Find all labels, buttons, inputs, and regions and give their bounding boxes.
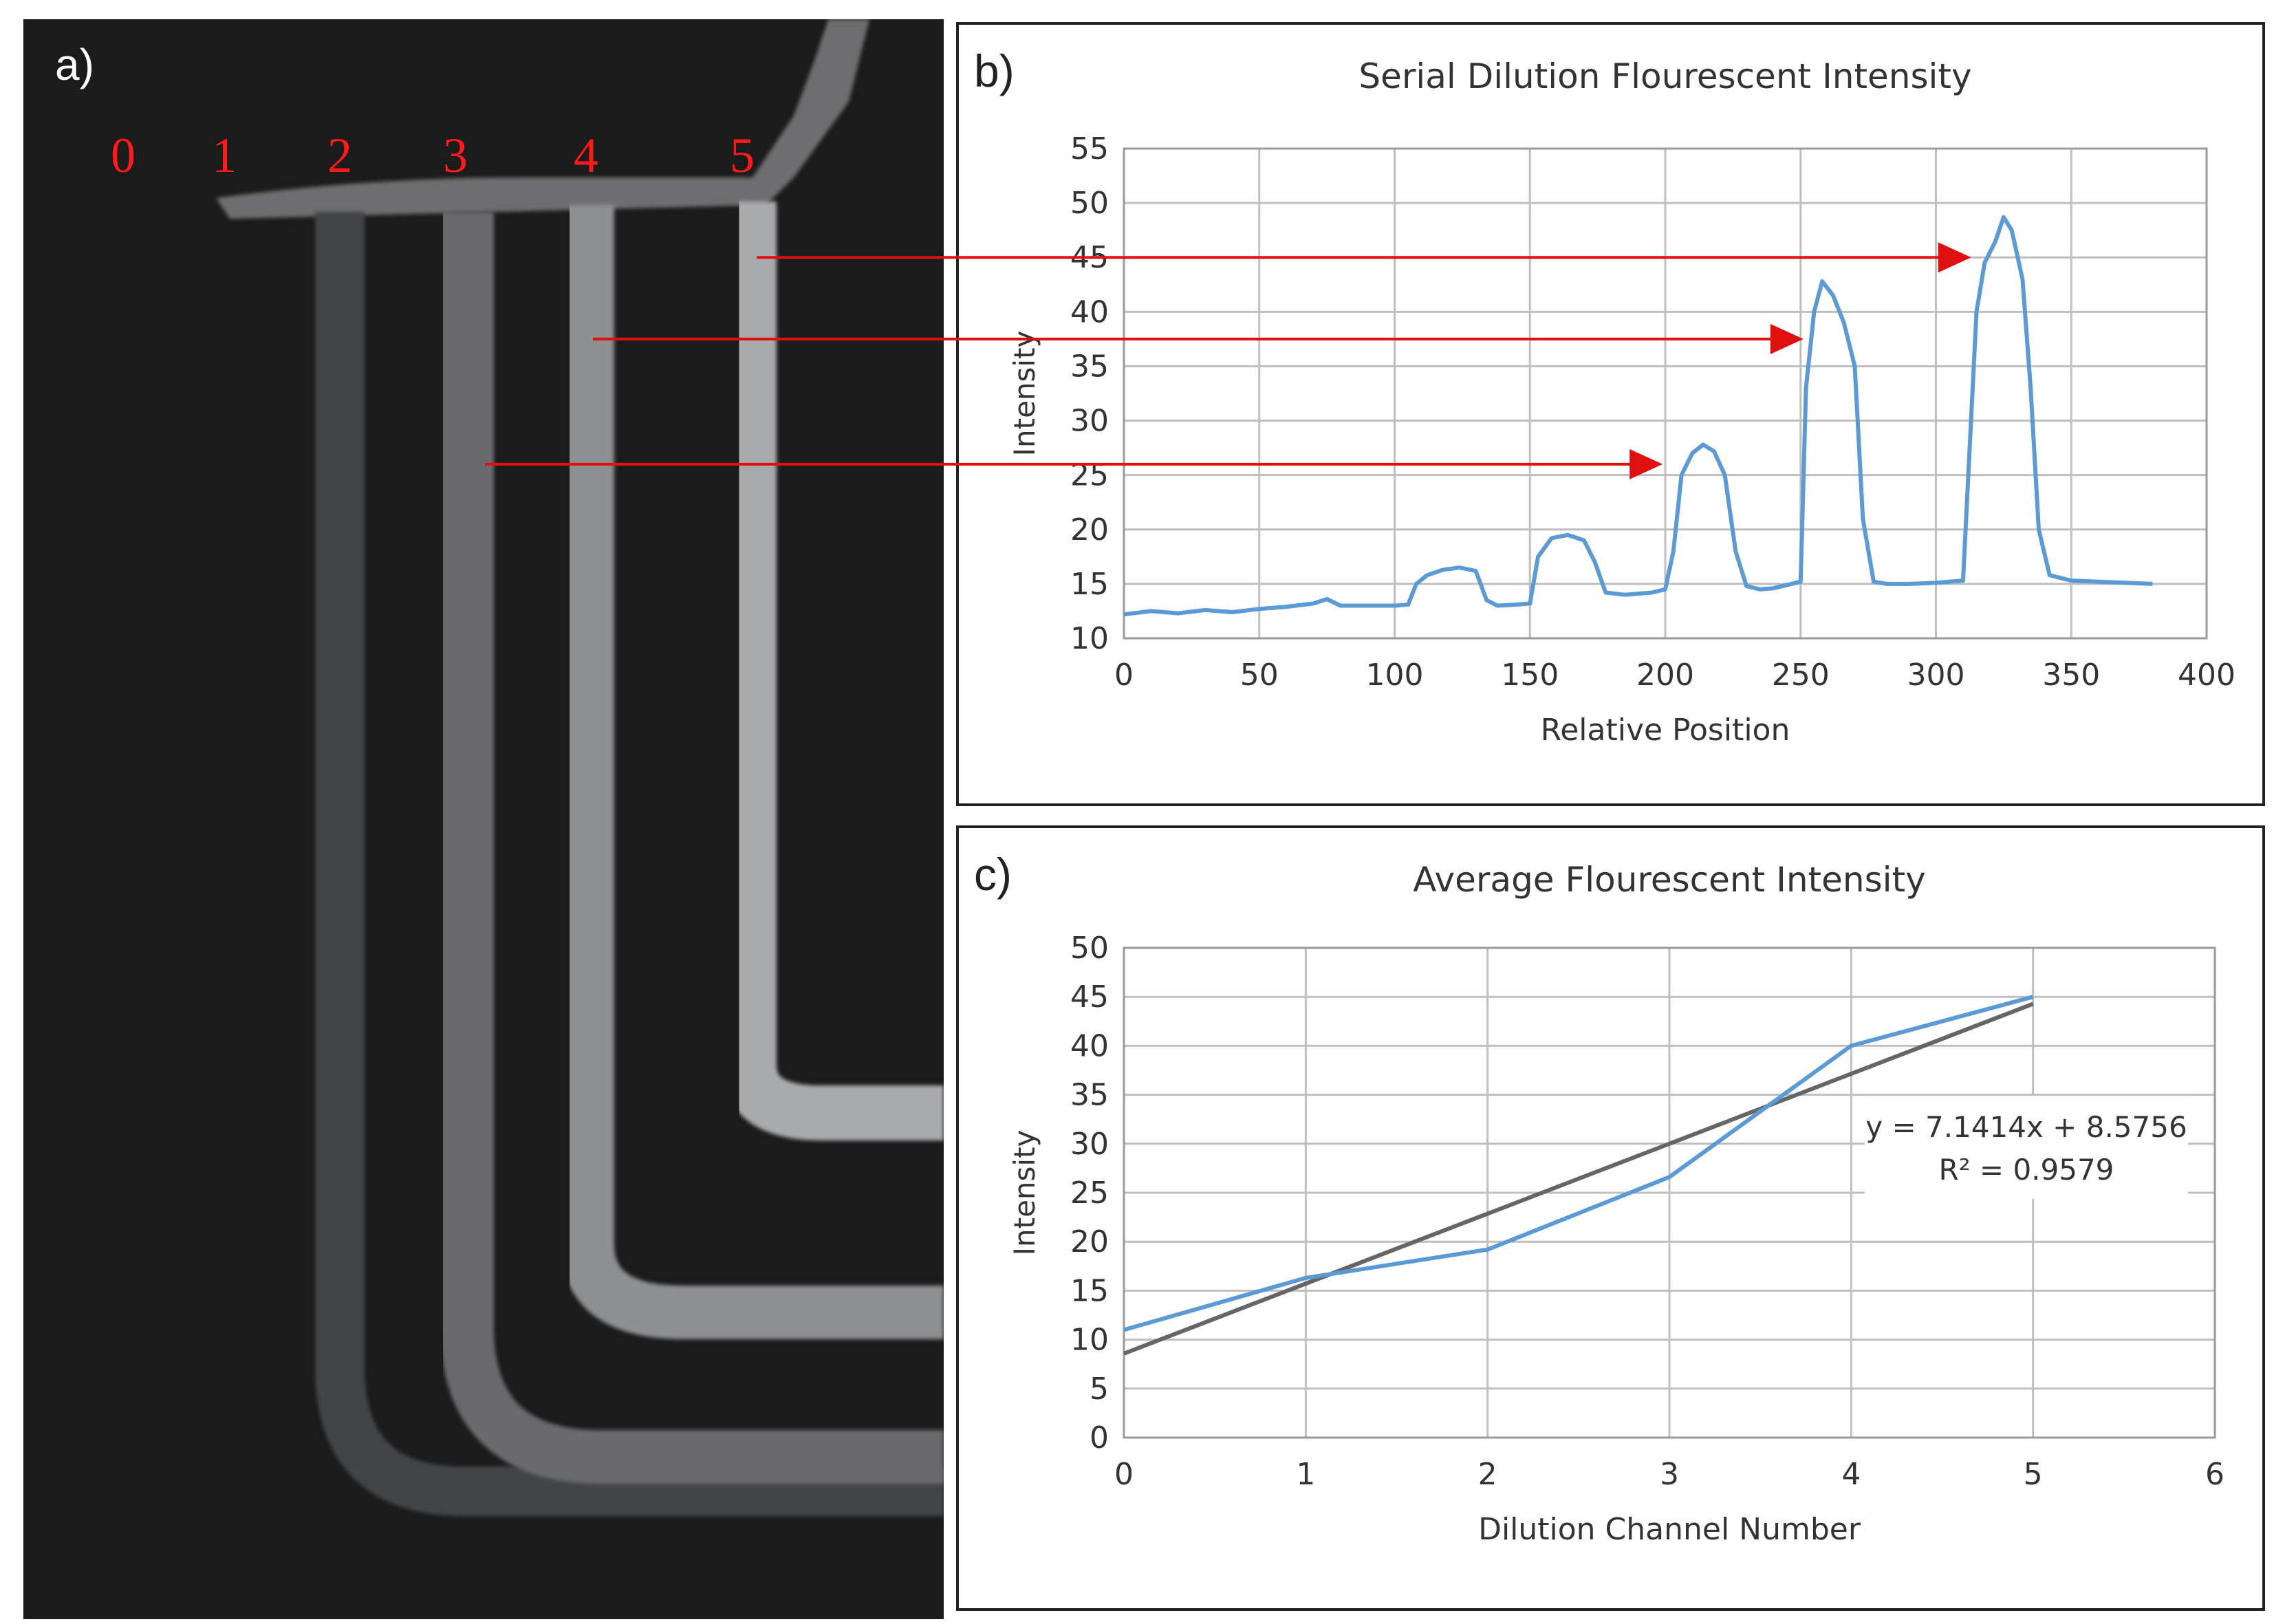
y-tick-label: 10	[1070, 621, 1109, 656]
data-point	[1624, 594, 1625, 595]
x-tick-label: 400	[2178, 658, 2235, 693]
y-tick-label: 5	[1090, 1372, 1109, 1407]
data-point	[1487, 1249, 1488, 1250]
micrograph-image: a) 0 1 2 3 4 5	[23, 19, 944, 1619]
y-tick-label: 25	[1070, 458, 1109, 493]
y-tick-label: 50	[1070, 931, 1109, 966]
chart-title: Serial Dilution Flourescent Intensity	[1358, 56, 1971, 96]
x-tick-label: 2	[1478, 1457, 1497, 1492]
data-point	[1735, 551, 1736, 552]
data-point	[1459, 567, 1460, 568]
x-tick-label: 0	[1114, 658, 1134, 693]
x-tick-label: 350	[2042, 658, 2100, 693]
x-tick-label: 150	[1501, 658, 1559, 693]
intensity-profile-panel: b) Serial Dilution Flourescent Intensity 0…	[956, 22, 2265, 806]
data-point	[1516, 604, 1517, 605]
y-tick-label: 30	[1070, 1127, 1109, 1162]
x-tick-label: 100	[1366, 658, 1424, 693]
panel-a-label: a)	[55, 40, 94, 89]
average-intensity-panel: c) Average Flourescent Intensity 0 1 2 3 4 5 6 0 5…	[956, 825, 2265, 1611]
x-axis-title: Relative Position	[1541, 713, 1790, 748]
data-point	[1822, 281, 1823, 282]
data-point	[1340, 605, 1341, 606]
data-point	[1583, 540, 1584, 541]
y-tick-label: 45	[1070, 240, 1109, 275]
y-tick-label: 55	[1070, 131, 1109, 166]
data-point	[1669, 1177, 1670, 1178]
channel-label-4: 4	[574, 128, 598, 183]
intensity-profile-chart: b) Serial Dilution Flourescent Intensity 0…	[959, 25, 2262, 803]
y-tick-label: 40	[1070, 294, 1109, 329]
y-tick-label: 35	[1070, 1078, 1109, 1113]
trendline-r-squared: R² = 0.9579	[1939, 1153, 2114, 1187]
x-tick-label: 300	[1907, 658, 1965, 693]
data-point	[1538, 556, 1539, 557]
series-line-intensity	[1124, 217, 2152, 615]
data-point	[1594, 562, 1595, 563]
y-tick-label: 20	[1070, 512, 1109, 548]
y-tick-label: 15	[1070, 567, 1109, 602]
y-tick-label: 30	[1070, 404, 1109, 439]
channel-label-1: 1	[212, 128, 237, 183]
y-tick-label: 45	[1070, 979, 1109, 1015]
chart-title: Average Flourescent Intensity	[1413, 860, 1925, 900]
x-tick-label: 50	[1240, 658, 1279, 693]
data-point	[1692, 453, 1693, 454]
data-point	[1832, 295, 1833, 296]
x-tick-label: 4	[1841, 1457, 1861, 1492]
y-tick-label: 25	[1070, 1176, 1109, 1211]
data-point	[2049, 575, 2050, 576]
data-point	[1873, 581, 1874, 582]
y-tick-label: 35	[1070, 349, 1109, 384]
data-point	[1551, 538, 1552, 539]
data-point	[1773, 588, 1774, 589]
data-point	[1800, 581, 1801, 582]
data-point	[1605, 592, 1606, 593]
y-tick-label: 0	[1090, 1420, 1109, 1455]
data-point	[1394, 605, 1395, 606]
data-point	[1232, 612, 1233, 613]
y-tick-label: 15	[1070, 1273, 1109, 1308]
y-axis-title: Intensity	[1008, 1130, 1041, 1256]
x-tick-label: 3	[1660, 1457, 1679, 1492]
x-tick-label: 1	[1296, 1457, 1315, 1492]
data-point	[1854, 366, 1855, 367]
data-point	[1746, 586, 1747, 587]
panel-label: b)	[974, 45, 1015, 96]
figure: a) 0 1 2 3 4 5 b) Serial Dilution Flourescent I…	[0, 0, 2274, 1624]
x-tick-label: 200	[1636, 658, 1694, 693]
y-tick-label: 50	[1070, 186, 1109, 221]
panel-label: c)	[974, 849, 1012, 900]
x-tick-label: 6	[2205, 1457, 2224, 1492]
x-tick-label: 5	[2024, 1457, 2043, 1492]
data-point	[1497, 605, 1498, 606]
micrograph-panel: a) 0 1 2 3 4 5	[23, 19, 944, 1619]
data-point	[2098, 581, 2099, 582]
data-point	[1205, 609, 1206, 610]
channel-label-5: 5	[730, 128, 755, 183]
channel-label-2: 2	[327, 128, 352, 183]
channel-label-0: 0	[111, 128, 136, 183]
data-point	[1367, 605, 1368, 606]
data-point	[1673, 551, 1674, 552]
x-axis-title: Dilution Channel Number	[1478, 1512, 1861, 1547]
data-point	[1313, 603, 1314, 604]
data-point	[2152, 583, 2153, 584]
x-tick-label: 0	[1114, 1457, 1134, 1492]
y-axis-title: Intensity	[1008, 331, 1041, 457]
data-point	[1327, 599, 1328, 600]
data-point	[1124, 614, 1125, 615]
y-tick-label: 20	[1070, 1224, 1109, 1259]
x-tick-label: 250	[1772, 658, 1830, 693]
data-point	[1703, 444, 1704, 445]
data-point	[1475, 570, 1476, 571]
channel-label-3: 3	[443, 128, 468, 183]
y-tick-label: 10	[1070, 1323, 1109, 1358]
trendline-equation: y = 7.1414x + 8.5756	[1865, 1110, 2187, 1144]
y-tick-label: 40	[1070, 1028, 1109, 1063]
data-point	[1408, 604, 1409, 605]
